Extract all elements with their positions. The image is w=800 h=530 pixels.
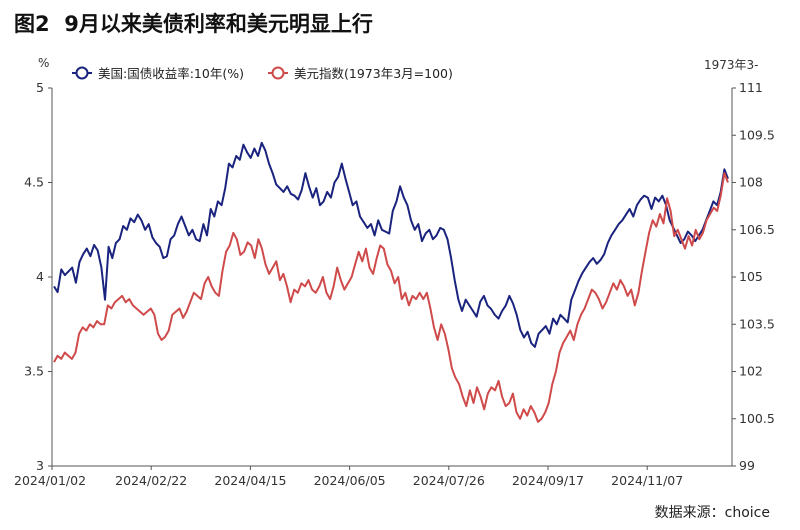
- legend-label-dxy: 美元指数(1973年3月=100): [294, 66, 453, 81]
- left-tick-label: 3.5: [24, 364, 44, 379]
- legend-marker-us10y: [75, 66, 89, 80]
- x-tick-label: 2024/09/17: [512, 473, 584, 488]
- right-tick-label: 105: [739, 269, 763, 284]
- right-axis-unit: 1973年3-: [704, 58, 759, 72]
- x-tick-label: 2024/11/07: [611, 473, 683, 488]
- right-tick-label: 111: [739, 80, 763, 95]
- x-tick-label: 2024/07/26: [413, 473, 485, 488]
- left-tick-label: 5: [36, 80, 44, 95]
- chart-legend: 美国:国债收益率:10年(%) 美元指数(1973年3月=100): [72, 66, 453, 81]
- page-title: 图2 9月以来美债利率和美元明显上行: [14, 12, 373, 36]
- x-tick-label: 2024/04/15: [214, 473, 286, 488]
- x-tick-label: 2024/02/22: [115, 473, 187, 488]
- left-tick-label: 4.5: [24, 175, 44, 190]
- chart-axes: 3 3.5 4 4.5 5 99 100.5 102 103.5 105 106.5 108 109.5…: [14, 80, 775, 488]
- right-tick-label: 109.5: [739, 127, 775, 142]
- left-axis-unit: %: [38, 56, 50, 70]
- right-tick-label: 100.5: [739, 411, 775, 426]
- series-line-dxy: [53, 172, 729, 423]
- x-tick-label: 2024/06/05: [314, 473, 386, 488]
- series-line-us10y: [53, 141, 729, 348]
- legend-marker-dxy: [271, 66, 285, 80]
- right-tick-label: 106.5: [739, 222, 775, 237]
- right-tick-label: 99: [739, 458, 755, 473]
- right-tick-label: 108: [739, 175, 763, 190]
- left-tick-label: 4: [36, 269, 44, 284]
- x-tick-label: 2024/01/02: [14, 473, 86, 488]
- data-source: 数据来源：choice: [654, 505, 770, 521]
- right-tick-label: 103.5: [739, 316, 775, 331]
- right-tick-label: 102: [739, 364, 763, 379]
- left-tick-label: 3: [36, 458, 44, 473]
- legend-label-us10y: 美国:国债收益率:10年(%): [98, 66, 244, 81]
- series-layer: [53, 141, 729, 423]
